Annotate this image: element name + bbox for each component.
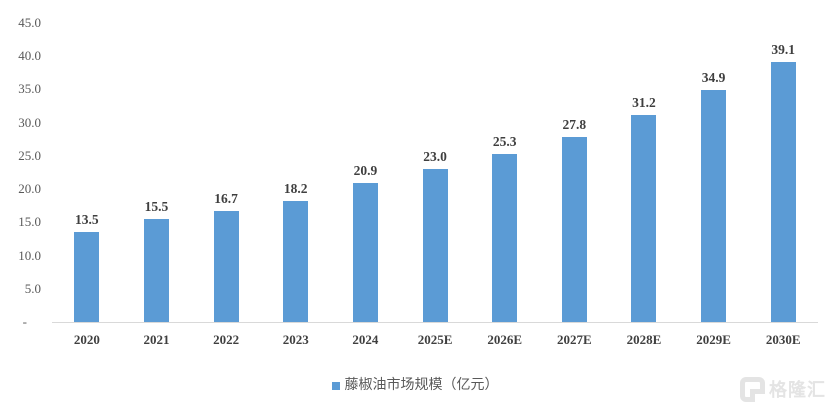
bar [492, 153, 518, 322]
legend: 藤椒油市场规模（亿元） [0, 377, 830, 395]
bar [701, 90, 727, 322]
bar-value-label: 20.9 [353, 163, 378, 179]
y-axis-tick-label: 20.0 [18, 181, 41, 197]
y-axis-tick-label: 30.0 [18, 114, 41, 130]
bar-slot: 15.5 [122, 23, 192, 322]
bar [352, 183, 378, 322]
x-axis-tick-label: 2025E [417, 332, 453, 347]
bar-value-label: 34.9 [701, 70, 726, 86]
plot-area: 13.5 15.5 16.7 18.2 20.9 23.0 25.3 27.8 31.2 34.9… [52, 23, 818, 322]
x-axis-tick-label: 2022 [213, 332, 240, 347]
bar-slot: 34.9 [679, 23, 749, 322]
bar [561, 137, 587, 322]
legend-swatch-icon [331, 382, 340, 390]
bar [143, 219, 169, 322]
watermark-text: 格隆汇 [769, 380, 826, 400]
bar-slot: 25.3 [470, 23, 540, 322]
x-axis-tick-label: 2028E [626, 332, 662, 347]
bar-slot: 31.2 [609, 23, 679, 322]
y-axis: 45.0 40.0 35.0 30.0 25.0 20.0 15.0 10.0 5.0 - [0, 0, 44, 405]
bar [74, 232, 100, 322]
x-axis-tick-label: 2023 [282, 332, 309, 347]
bar-value-label: 27.8 [562, 117, 587, 133]
y-axis-tick-label: 5.0 [24, 280, 41, 296]
x-axis-tick-label: 2029E [696, 332, 731, 347]
bar [631, 114, 657, 322]
gelonghui-logo-icon [740, 376, 765, 402]
bar-slot: 27.8 [539, 23, 609, 322]
y-axis-tick-label: 45.0 [18, 15, 41, 30]
bar-value-label: 23.0 [423, 149, 447, 165]
y-axis-tick-label: 10.0 [18, 247, 41, 263]
bar-slot: 16.7 [191, 23, 261, 322]
x-axis-tick-label: 2024 [352, 332, 379, 347]
bar-value-label: 18.2 [283, 181, 308, 197]
bar-value-label: 31.2 [632, 94, 656, 110]
x-axis-tick-label: 2027E [556, 332, 592, 347]
x-axis-line [52, 322, 818, 323]
legend-label: 藤椒油市场规模（亿元） [344, 378, 499, 393]
y-axis-tick-label: 25.0 [18, 147, 41, 163]
x-axis-tick-label: 2021 [143, 332, 170, 347]
bar [283, 201, 309, 322]
y-axis-tick-label: 35.0 [18, 81, 41, 97]
bar-value-label: 39.1 [771, 42, 796, 58]
y-axis-tick-label: 15.0 [18, 214, 41, 230]
bar-slot: 20.9 [331, 23, 401, 322]
bar-slot: 18.2 [261, 23, 331, 322]
bar-value-label: 16.7 [214, 191, 238, 207]
y-axis-tick-label: - [22, 314, 27, 329]
bar [213, 211, 239, 322]
bar-slot: 13.5 [52, 23, 122, 322]
bar-slot: 23.0 [400, 23, 470, 322]
bar-slot: 39.1 [748, 23, 818, 322]
bar [422, 169, 448, 322]
y-axis-tick-label: 40.0 [18, 48, 41, 64]
x-axis-tick-label: 2030E [765, 332, 801, 347]
x-axis-labels: 2020 2021 2022 2023 2024 2025E 2026E 2027E 2028E… [52, 331, 818, 349]
bar-value-label: 25.3 [492, 133, 517, 149]
x-axis-tick-label: 2020 [73, 332, 100, 347]
bar [770, 62, 796, 322]
gelonghui-watermark: 格隆汇 [740, 376, 826, 402]
bar-value-label: 13.5 [75, 212, 99, 228]
x-axis-tick-label: 2026E [487, 332, 522, 347]
bar-value-label: 15.5 [144, 199, 169, 215]
